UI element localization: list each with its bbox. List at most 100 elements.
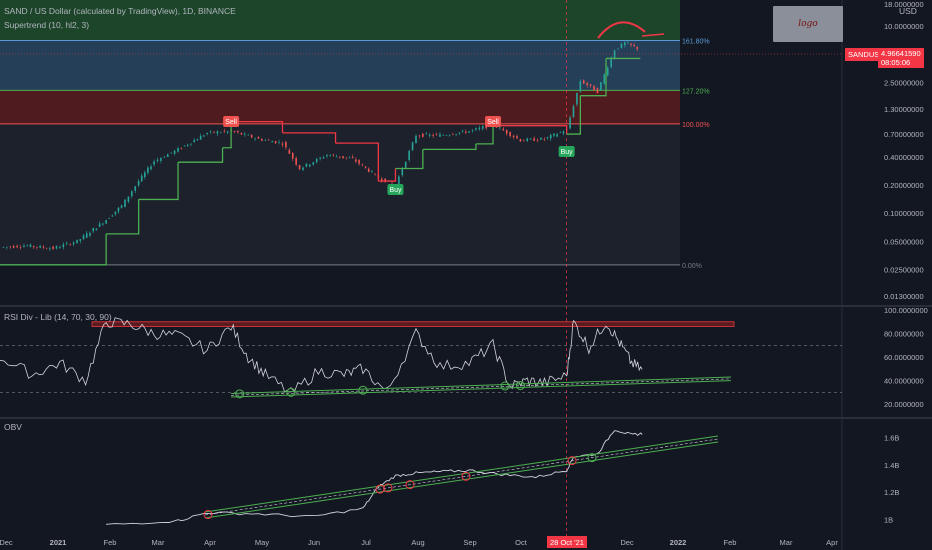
candle-body [345,157,348,159]
candle-body [39,245,41,248]
price-tick-label: 1.30000000 [884,105,924,114]
candle-body [295,158,297,165]
candle-body [140,175,143,182]
candle-body [26,245,29,247]
obv-tick-label: 1.4B [884,461,899,470]
fib-level-label: 100.00% [682,122,710,129]
x-tick-label: Feb [104,538,117,547]
candle-body [589,84,592,86]
obv-line [106,430,643,525]
buy-signal-badge [558,146,575,157]
candle-body [351,156,354,158]
x-tick-label: Aug [411,538,424,547]
candle-body [186,144,189,146]
rsi-divergence-marker [235,389,245,399]
candle-body [240,132,243,135]
candle-body [475,128,477,130]
candle-body [173,150,176,154]
signal-label: Buy [389,187,402,194]
chart-title: SAND / US Dollar (calculated by TradingV… [4,6,236,16]
candle-body [576,92,578,105]
candle-body [206,132,208,134]
fib-zone-100 [0,123,680,265]
supertrend-line [566,95,581,135]
candle-body [261,139,263,141]
candle-body [556,134,558,137]
candle-body [124,199,126,208]
candle-body [76,239,78,244]
x-tick-label: Jun [308,538,320,547]
obv-trend-channel [204,441,719,519]
rsi-tick-label: 100.0000000 [884,306,928,315]
obv-tick-label: 1.6B [884,434,899,443]
price-tick-label: 0.02500000 [884,265,924,274]
candle-body [59,247,61,249]
obv-trend-channel [204,435,719,513]
supertrend-line [282,132,337,144]
candle-body [335,156,338,158]
rsi-label[interactable]: RSI Div - Lib (14, 70, 30, 90) [4,312,112,322]
candle-body [613,50,616,59]
currency-label: USD [899,6,917,16]
candle-body [147,167,149,173]
candle-body [404,161,407,168]
candle-body [371,171,373,173]
candle-body [291,152,294,159]
candle-body [166,154,169,158]
candle-body [244,133,246,135]
fib-zone-127 [0,90,680,124]
candle-body [193,140,196,143]
x-tick-label: Dec [620,538,634,547]
candle-body [108,218,111,219]
candle-body [478,127,481,130]
candle-body [442,134,445,136]
candle-body [163,157,166,158]
candle-body [220,132,222,134]
candle-body [6,246,8,248]
candle-body [105,220,107,224]
candle-body [418,135,421,137]
annotation-arc [597,21,646,39]
rsi-tick-label: 80.0000000 [884,330,924,339]
obv-touch-marker [587,453,597,463]
candle-body [144,172,146,178]
price-tick-label: 0.20000000 [884,181,924,190]
obv-tick-label: 1B [884,515,893,524]
supertrend-label[interactable]: Supertrend (10, hl2, 3) [4,20,90,30]
candle-body [69,244,71,245]
price-tick-label: 18.0000000 [884,0,924,9]
candle-body [319,157,321,159]
candle-body [540,137,542,140]
candle-body [512,135,515,138]
candle-body [216,131,219,134]
crosshair-date-badge [547,536,587,548]
candle-body [16,245,18,248]
candle-body [367,168,370,172]
candle-body [339,156,341,158]
candle-body [247,134,250,136]
candle-body [213,131,215,133]
candle-body [391,182,393,184]
candle-body [428,134,431,136]
candle-body [432,135,434,136]
candle-body [374,173,376,175]
candle-body [461,130,464,132]
obv-label[interactable]: OBV [4,422,22,432]
candle-body [19,247,22,248]
candle-body [342,156,344,158]
candle-body [398,176,400,187]
price-tick-label: 10.0000000 [884,22,924,31]
candle-body [485,126,487,129]
candle-body [82,235,85,240]
candle-body [117,207,120,212]
candle-body [572,106,575,118]
candle-body [569,117,571,129]
price-tick-label: 0.10000000 [884,209,924,218]
candle-body [630,43,632,45]
candle-body [65,243,68,244]
supertrend-line [106,199,140,235]
candle-body [499,127,501,129]
candle-body [332,154,335,156]
candle-body [529,138,532,140]
candle-body [233,131,236,132]
